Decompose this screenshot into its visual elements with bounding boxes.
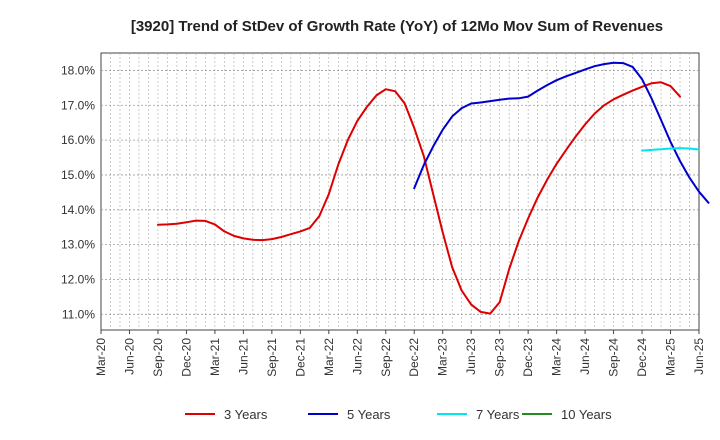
x-tick-label: Dec-22 — [407, 338, 421, 377]
x-tick-label: Jun-24 — [578, 338, 592, 375]
y-tick-label: 12.0% — [61, 272, 95, 286]
legend-label: 3 Years — [224, 407, 268, 422]
series-line-7-years — [641, 147, 700, 152]
plot-area — [100, 52, 700, 331]
x-tick-label: Jun-21 — [236, 338, 250, 375]
x-tick-label: Dec-23 — [521, 338, 535, 377]
x-tick-label: Dec-20 — [179, 338, 193, 377]
x-axis-tick-labels: Mar-20 Jun-20 Sep-20 Dec-20 Mar-21 Jun-21 Sep-… — [94, 338, 706, 377]
y-tick-label: 15.0% — [61, 168, 95, 182]
x-tick-label: Mar-25 — [664, 338, 678, 376]
y-tick-label: 14.0% — [61, 203, 95, 217]
series-line-3-years — [157, 81, 681, 315]
x-tick-label: Mar-21 — [208, 338, 222, 376]
x-tick-label: Sep-22 — [379, 338, 393, 377]
y-tick-label: 13.0% — [61, 238, 95, 252]
legend-item-10-years: 10 Years — [522, 407, 612, 422]
x-tick-label: Mar-20 — [94, 338, 108, 376]
series-line-5-years — [413, 61, 710, 204]
y-tick-label: 17.0% — [61, 98, 95, 112]
y-tick-label: 16.0% — [61, 133, 95, 147]
x-tick-label: Mar-24 — [550, 338, 564, 376]
x-tick-label: Sep-21 — [265, 338, 279, 377]
x-tick-label: Mar-22 — [322, 338, 336, 376]
y-tick-label: 18.0% — [61, 63, 95, 77]
x-tick-label: Sep-24 — [607, 338, 621, 377]
x-tick-label: Mar-23 — [436, 338, 450, 376]
legend-label: 10 Years — [561, 407, 612, 422]
legend-item-7-years: 7 Years — [437, 407, 520, 422]
x-tick-label: Dec-24 — [635, 338, 649, 377]
x-tick-label: Dec-21 — [293, 338, 307, 377]
x-tick-label: Sep-20 — [151, 338, 165, 377]
chart-title: [3920] Trend of StDev of Growth Rate (Yo… — [131, 18, 663, 35]
legend-label: 5 Years — [347, 407, 391, 422]
x-tick-label: Jun-20 — [122, 338, 136, 375]
x-tick-label: Jun-23 — [464, 338, 478, 375]
legend-label: 7 Years — [476, 407, 520, 422]
y-axis-tick-labels: 11.0% 12.0% 13.0% 14.0% 15.0% 16.0% 17.0% 18.0% — [61, 63, 95, 321]
series-layer — [157, 61, 710, 315]
legend-item-3-years: 3 Years — [185, 407, 268, 422]
x-tick-label: Jun-25 — [692, 338, 706, 375]
x-tick-label: Jun-22 — [350, 338, 364, 375]
x-tick-label: Sep-23 — [493, 338, 507, 377]
legend: 3 Years 5 Years 7 Years 10 Years — [185, 407, 612, 422]
legend-item-5-years: 5 Years — [308, 407, 391, 422]
y-tick-label: 11.0% — [62, 307, 95, 321]
grid-layer — [100, 53, 700, 334]
